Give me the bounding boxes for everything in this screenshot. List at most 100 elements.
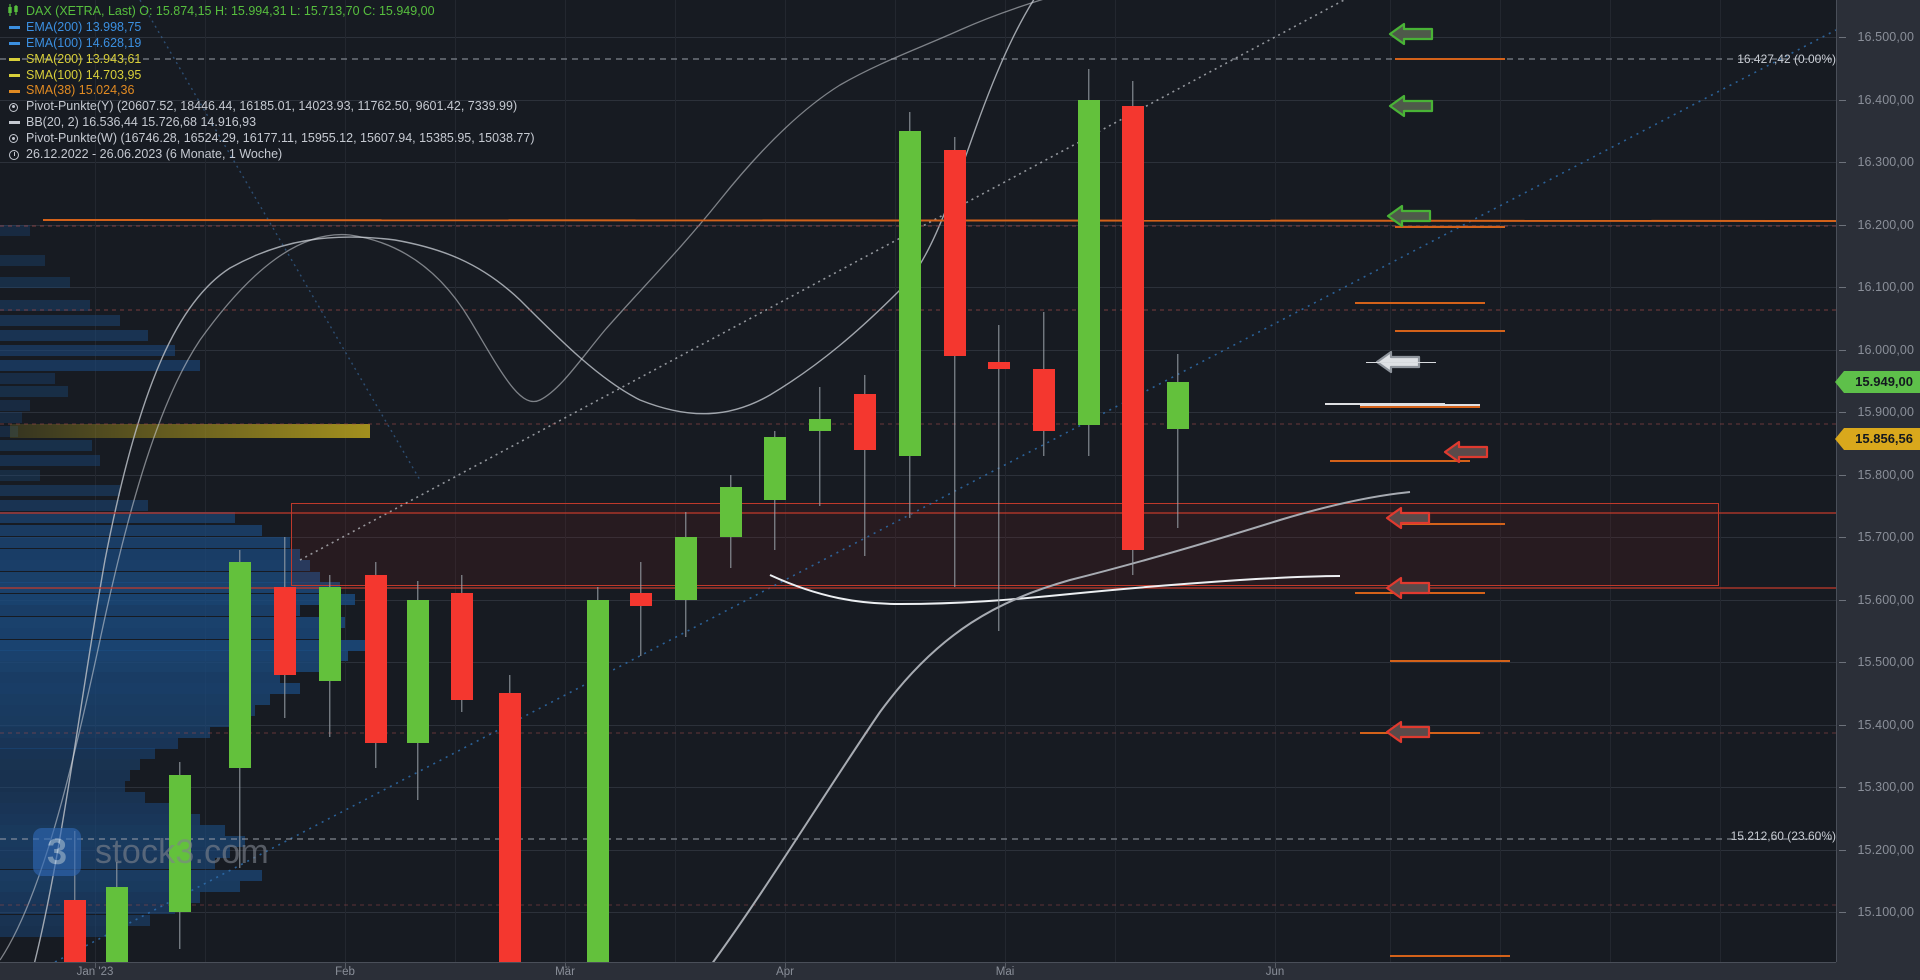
gridline-h — [0, 912, 1836, 914]
pivot-dot-icon — [6, 131, 26, 147]
legend-row-6[interactable]: Pivot-Punkte(Y) (20607.52, 18446.44, 161… — [6, 99, 535, 115]
legend-row-3[interactable]: SMA(200) 13.943,61 — [6, 52, 535, 68]
candlestick[interactable] — [64, 830, 86, 962]
candlestick[interactable] — [675, 512, 697, 638]
level-line[interactable] — [1390, 660, 1510, 662]
volume-profile-bar — [0, 255, 45, 266]
chart-plot-area[interactable]: 16.427,42 (0.00%) 15.212,60 (23.60%) 3 s… — [0, 0, 1836, 962]
level-line[interactable] — [1390, 955, 1510, 957]
arrow-marker-white[interactable] — [1375, 349, 1421, 380]
volume-profile-bar — [0, 770, 130, 781]
price-axis[interactable]: 16.500,00 16.400,00 16.300,00 16.200,00 16.1… — [1835, 0, 1920, 980]
candlestick[interactable] — [944, 137, 966, 588]
candlestick[interactable] — [169, 762, 191, 950]
candlestick[interactable] — [407, 580, 429, 800]
candlestick[interactable] — [587, 587, 609, 962]
last-price-tag[interactable]: 15.949,00 — [1835, 370, 1920, 393]
level-line[interactable] — [1360, 406, 1480, 408]
legend-row-7[interactable]: BB(20, 2) 16.536,44 15.726,68 14.916,93 — [6, 115, 535, 131]
candlestick[interactable] — [274, 537, 296, 719]
volume-profile-bar — [0, 470, 40, 481]
time-axis[interactable]: Jan '23 Feb Mär Apr Mai Jun — [0, 962, 1836, 980]
watermark: 3 stock3.com — [33, 828, 269, 876]
candlestick[interactable] — [499, 674, 521, 962]
level-line[interactable] — [1355, 302, 1485, 304]
volume-profile-bar — [0, 926, 125, 937]
price-axis-tickmark — [1839, 99, 1846, 101]
level-line[interactable] — [1360, 404, 1480, 406]
candlestick[interactable] — [1167, 353, 1189, 529]
chart-legend[interactable]: DAX (XETRA, Last) O: 15.874,15 H: 15.994… — [6, 3, 535, 163]
volume-profile-bar — [0, 560, 310, 571]
arrow-marker-red[interactable] — [1385, 505, 1431, 536]
price-axis-tickmark — [1839, 849, 1846, 851]
candlestick[interactable] — [451, 574, 473, 713]
sma-price-tag[interactable]: 15.856,56 — [1835, 428, 1920, 451]
time-axis-tickmark — [565, 963, 566, 968]
clock-icon — [6, 147, 26, 163]
legend-row-2[interactable]: EMA(100) 14.628,19 — [6, 36, 535, 52]
volume-profile-bar — [0, 759, 140, 770]
price-axis-tick: 16.400,00 — [1857, 92, 1914, 107]
arrow-marker-green[interactable] — [1388, 21, 1434, 52]
poc-level — [10, 424, 370, 438]
gridline-v — [455, 0, 456, 962]
axis-corner — [1836, 962, 1920, 980]
arrow-marker-red[interactable] — [1443, 439, 1489, 470]
candlestick[interactable] — [809, 387, 831, 506]
volume-profile-bar — [0, 426, 18, 437]
volume-profile-bar — [0, 881, 240, 892]
legend-row-label: Pivot-Punkte(Y) (20607.52, 18446.44, 161… — [26, 99, 518, 114]
level-line[interactable] — [1395, 523, 1505, 525]
crosshair-horizontal — [1366, 362, 1436, 364]
legend-row-5[interactable]: SMA(38) 15.024,36 — [6, 83, 535, 99]
candlestick[interactable] — [988, 324, 1010, 631]
legend-row-8[interactable]: Pivot-Punkte(W) (16746.28, 16524.29, 161… — [6, 131, 535, 147]
value-area-box[interactable] — [291, 503, 1719, 586]
level-line[interactable] — [1395, 226, 1505, 228]
candlestick[interactable] — [630, 562, 652, 656]
legend-row-9[interactable]: 26.12.2022 - 26.06.2023 (6 Monate, 1 Woc… — [6, 147, 535, 163]
level-line[interactable] — [1395, 330, 1505, 332]
line-dash-icon — [6, 115, 26, 131]
candlestick[interactable] — [854, 374, 876, 556]
arrow-marker-red[interactable] — [1385, 575, 1431, 606]
line-dash-icon — [6, 83, 26, 99]
volume-profile-bar — [0, 400, 30, 411]
volume-profile-bar — [0, 892, 200, 903]
candlestick[interactable] — [365, 562, 387, 769]
legend-row-1[interactable]: EMA(200) 13.998,75 — [6, 20, 535, 36]
candlestick[interactable] — [720, 474, 742, 569]
volume-profile-bar — [0, 792, 145, 803]
candlestick[interactable] — [1078, 68, 1100, 456]
arrow-marker-green[interactable] — [1388, 93, 1434, 124]
candlestick[interactable] — [899, 112, 921, 519]
legend-row-label: 26.12.2022 - 26.06.2023 (6 Monate, 1 Woc… — [26, 147, 283, 162]
price-axis-tickmark — [1839, 224, 1846, 226]
volume-profile-bar — [0, 315, 120, 326]
candlestick[interactable] — [1033, 312, 1055, 456]
arrow-marker-green[interactable] — [1386, 203, 1432, 234]
candlestick[interactable] — [106, 862, 128, 962]
volume-profile-bar — [0, 738, 178, 749]
candlestick[interactable] — [1122, 81, 1144, 575]
price-axis-tickmark — [1839, 412, 1846, 414]
level-line[interactable] — [1330, 460, 1470, 462]
legend-row-4[interactable]: SMA(100) 14.703,95 — [6, 68, 535, 84]
time-axis-tick: Jun — [1265, 966, 1285, 978]
gridline-v — [345, 0, 346, 962]
arrow-marker-red[interactable] — [1385, 719, 1431, 750]
volume-profile-bar — [0, 650, 348, 661]
price-axis-tickmark — [1839, 162, 1846, 164]
volume-profile-bar — [0, 373, 55, 384]
volume-profile-bar — [0, 300, 90, 311]
candlestick[interactable] — [764, 431, 786, 550]
level-line[interactable] — [1395, 58, 1505, 60]
volume-profile-bar — [0, 345, 175, 356]
legend-row-0[interactable]: DAX (XETRA, Last) O: 15.874,15 H: 15.994… — [6, 3, 535, 20]
time-axis-tick: Mai — [995, 966, 1015, 978]
candlestick[interactable] — [229, 549, 251, 869]
price-axis-tick: 15.800,00 — [1857, 467, 1914, 482]
fib-label-1: 15.212,60 (23.60%) — [1730, 829, 1836, 843]
candlestick[interactable] — [319, 574, 341, 738]
